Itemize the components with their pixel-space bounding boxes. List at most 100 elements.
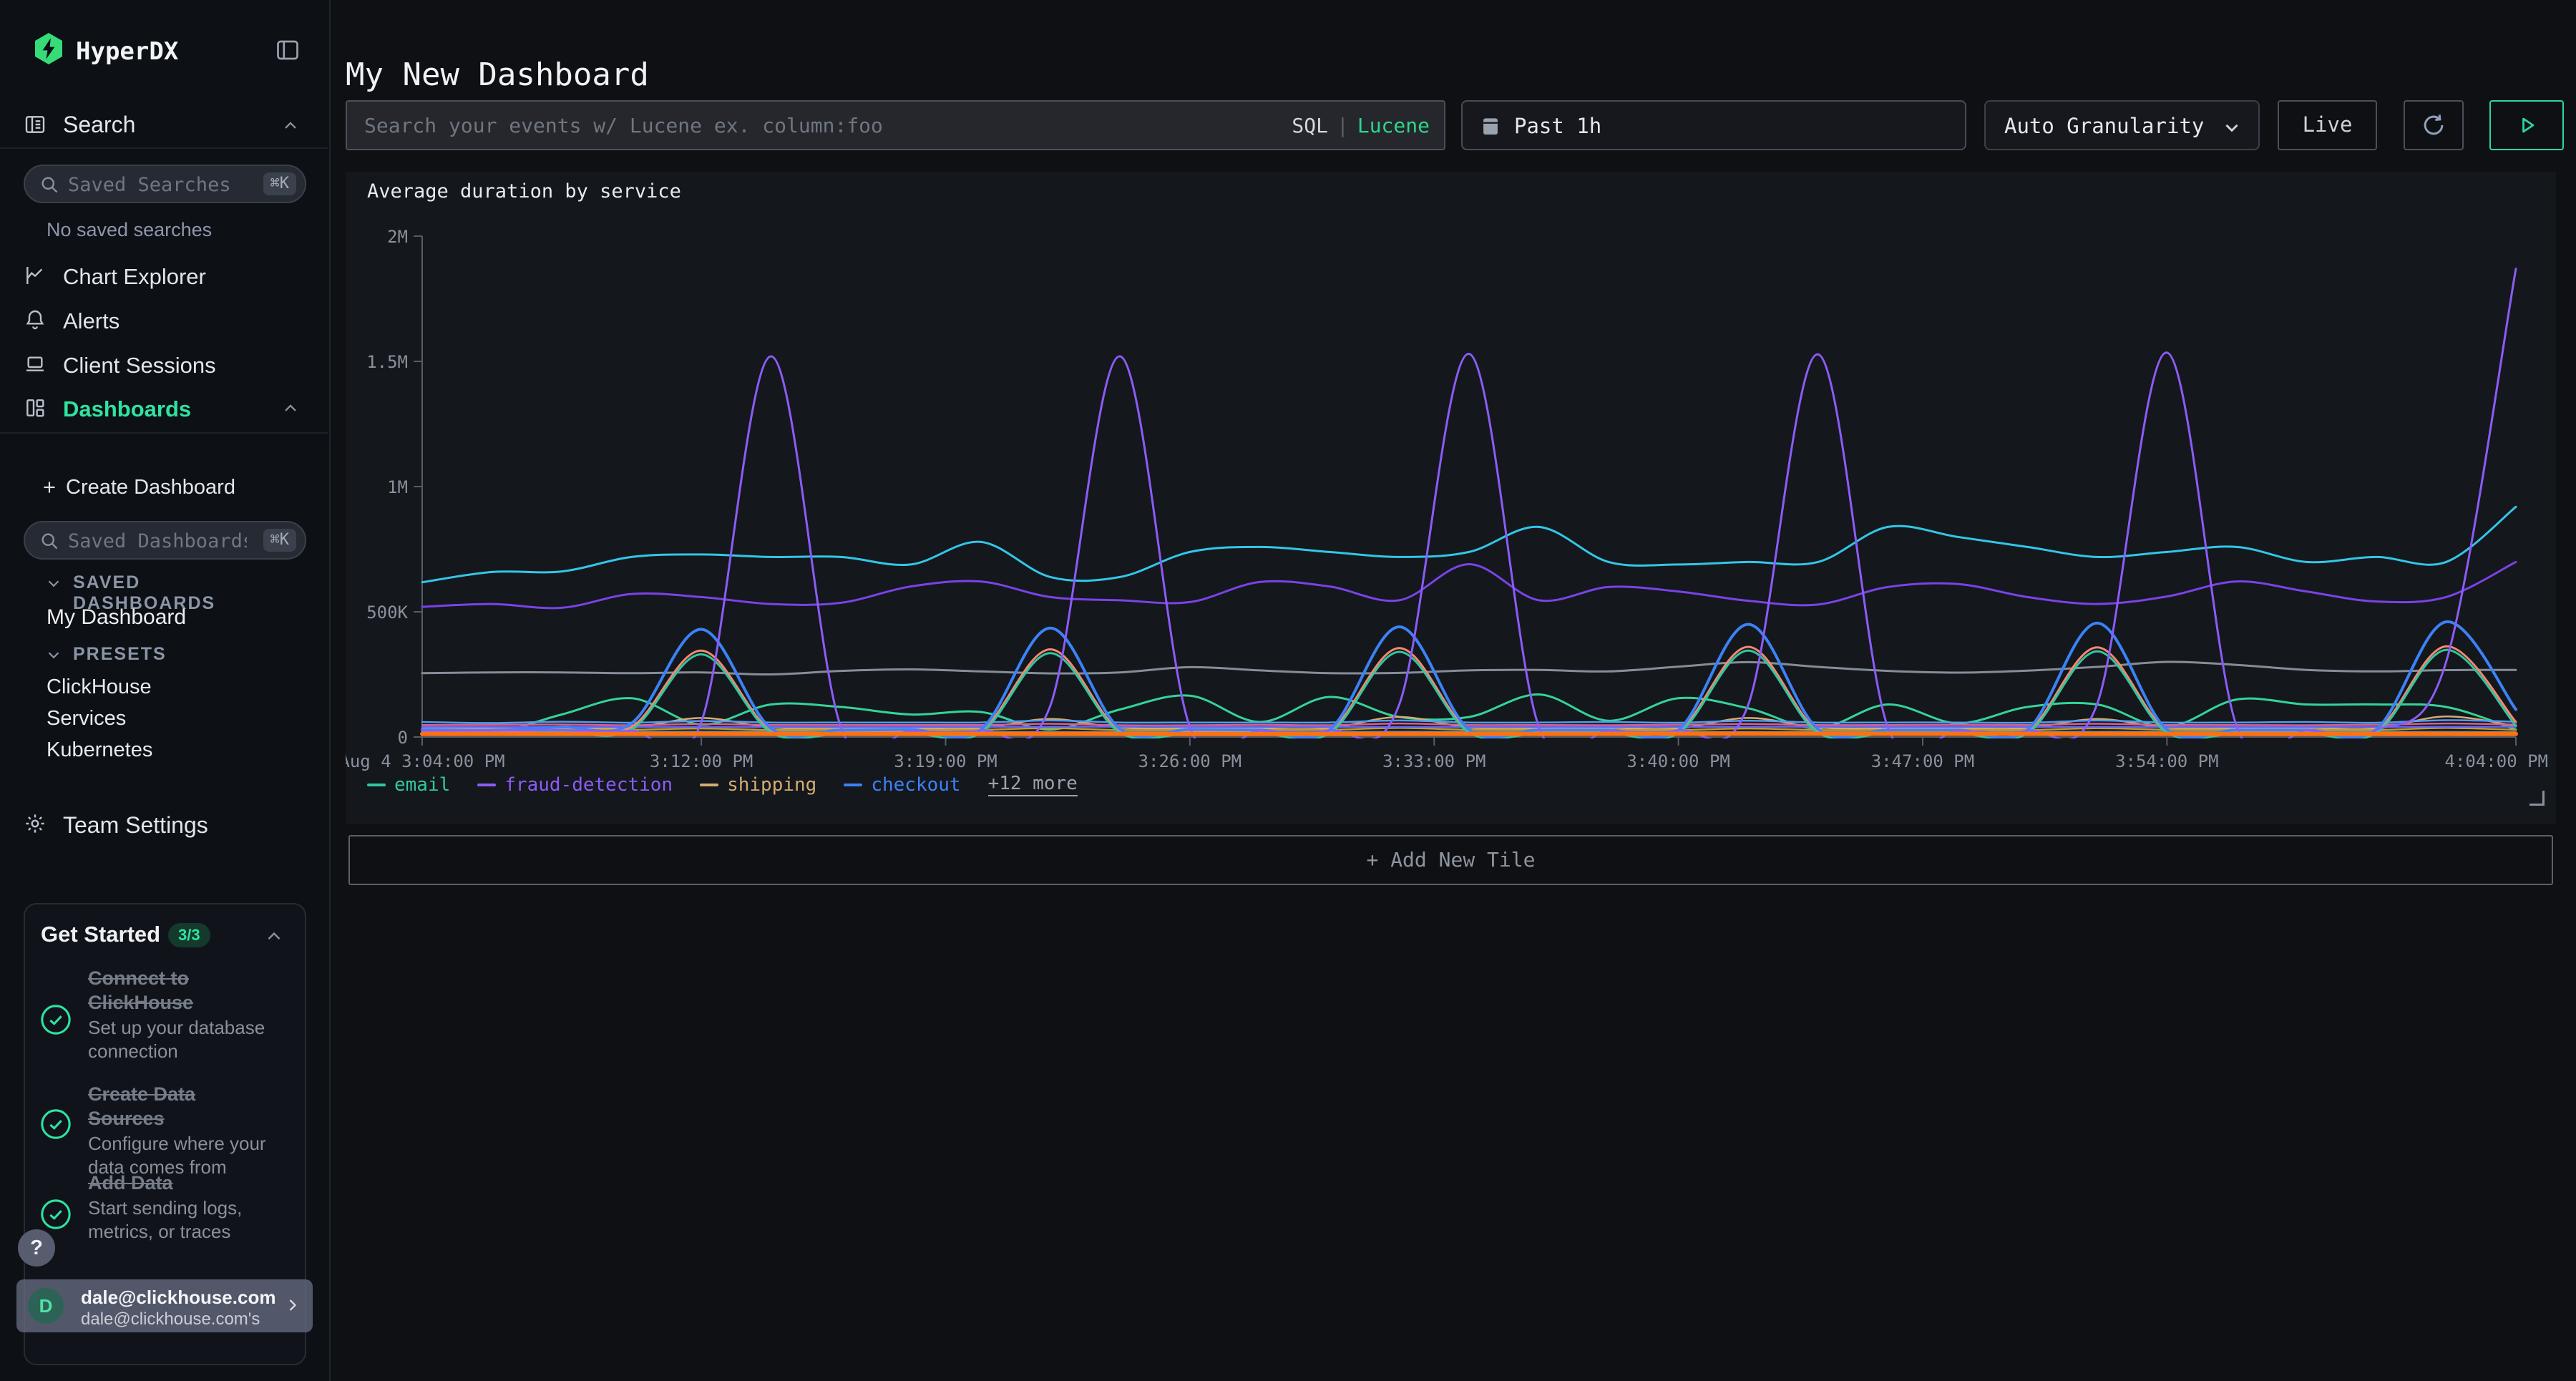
legend-label: fraud-detection <box>504 774 673 796</box>
saved-searches-search[interactable]: ⌘K <box>24 165 306 203</box>
legend-item[interactable]: fraud-detection <box>477 774 673 796</box>
calendar-icon <box>1483 118 1498 135</box>
series-fraud-detection <box>421 268 2517 738</box>
sidebar-item-client-sessions[interactable]: Client Sessions <box>0 343 329 385</box>
check-circle-icon <box>41 1199 71 1229</box>
help-button[interactable]: ? <box>18 1229 55 1267</box>
legend-label: shipping <box>727 774 817 796</box>
dashboard-tile[interactable]: Average duration by service 0 500K 1M 1.5M 2… <box>346 172 2556 824</box>
dashboards-icon <box>26 399 44 417</box>
series-unlabeled-skyblue <box>421 719 2517 724</box>
legend-item[interactable]: shipping <box>700 774 816 796</box>
sidebar-item-services[interactable]: Services <box>47 707 127 730</box>
check-circle-icon <box>41 1005 71 1035</box>
shortcut-badge: ⌘K <box>263 529 296 552</box>
sidebar-item-alerts[interactable]: Alerts <box>0 299 329 341</box>
svg-text:3:40:00 PM: 3:40:00 PM <box>1626 751 1730 771</box>
svg-text:3:19:00 PM: 3:19:00 PM <box>894 751 997 771</box>
step-title: Create Data Sources <box>88 1083 196 1129</box>
saved-dashboards-input[interactable] <box>67 524 248 558</box>
sidebar-item-clickhouse[interactable]: ClickHouse <box>47 675 152 698</box>
time-range-value: Past 1h <box>1514 114 1602 138</box>
sidebar-item-chart-explorer[interactable]: Chart Explorer <box>0 255 329 296</box>
sidebar-item-team-settings[interactable]: Team Settings <box>0 803 329 844</box>
series-unlabeled-gray <box>421 660 2517 676</box>
live-button[interactable]: Live <box>2278 100 2377 150</box>
chart-explorer-icon <box>26 267 43 284</box>
sidebar-item-label: Chart Explorer <box>63 264 206 289</box>
tile-title: Average duration by service <box>367 180 681 202</box>
tile-resize-handle[interactable] <box>2529 790 2545 806</box>
create-dashboard-label: Create Dashboard <box>66 476 235 499</box>
series-checkout <box>421 620 2517 738</box>
legend-swatch <box>844 783 863 786</box>
sidebar: HyperDX Search ⌘K No saved searches Char… <box>0 0 331 1381</box>
granularity-select[interactable]: Auto Granularity <box>1984 100 2260 150</box>
event-search-input[interactable] <box>363 103 1282 147</box>
sidebar-item-label: Alerts <box>63 308 120 333</box>
group-header-label: SAVED DASHBOARDS <box>73 572 216 613</box>
sidebar-section-search[interactable]: Search <box>0 106 329 145</box>
chevron-up-icon[interactable] <box>263 926 285 947</box>
svg-text:3:54:00 PM: 3:54:00 PM <box>2115 751 2219 771</box>
step-title: Connect to ClickHouse <box>88 967 194 1013</box>
step-subtitle: Start sending logs, metrics, or traces <box>88 1197 243 1242</box>
search-section-icon <box>25 116 45 133</box>
chevron-down-icon <box>2225 124 2238 132</box>
chevron-up-icon <box>285 404 296 411</box>
lucene-toggle[interactable]: Lucene <box>1357 114 1430 137</box>
sql-toggle[interactable]: SQL <box>1292 114 1328 137</box>
saved-dashboards-search[interactable]: ⌘K <box>24 521 306 560</box>
svg-text:4:04:00 PM: 4:04:00 PM <box>2445 751 2549 771</box>
team-settings-label: Team Settings <box>63 812 208 838</box>
svg-text:Aug 4 3:04:00 PM: Aug 4 3:04:00 PM <box>346 751 505 771</box>
chevron-down-icon <box>48 580 59 587</box>
add-new-tile-button[interactable]: + Add New Tile <box>348 835 2553 885</box>
svg-text:1M: 1M <box>387 477 408 497</box>
series-unlabeled-cyan <box>421 505 2517 584</box>
legend-item[interactable]: checkout <box>844 774 961 796</box>
check-circle-icon <box>41 1109 71 1139</box>
get-started-step-add-data[interactable]: Add Data Start sending logs, metrics, or… <box>39 1171 296 1244</box>
legend-item[interactable]: email <box>367 774 450 796</box>
svg-text:0: 0 <box>398 728 408 748</box>
query-language-toggle: SQL | Lucene <box>1292 114 1430 137</box>
svg-text:500K: 500K <box>366 602 408 623</box>
time-range-picker[interactable]: Past 1h <box>1461 100 1966 150</box>
svg-text:3:12:00 PM: 3:12:00 PM <box>650 751 753 771</box>
chevron-up-icon <box>285 122 296 129</box>
group-header-label: PRESETS <box>73 644 167 664</box>
user-team: dale@clickhouse.com's <box>81 1309 260 1329</box>
sidebar-item-my-dashboard[interactable]: My Dashboard <box>47 605 187 629</box>
search-icon <box>42 177 58 193</box>
run-query-button[interactable] <box>2489 100 2564 150</box>
legend-swatch <box>700 783 719 786</box>
refresh-icon <box>2424 114 2444 135</box>
page-title: My New Dashboard <box>346 57 649 94</box>
sidebar-item-kubernetes[interactable]: Kubernetes <box>47 738 153 761</box>
sidebar-collapse-button[interactable] <box>273 37 302 63</box>
user-menu[interactable]: D dale@clickhouse.com dale@clickhouse.co… <box>16 1279 313 1332</box>
series-unlabeled-pink <box>421 722 2517 726</box>
sidebar-item-dashboards[interactable]: Dashboards <box>0 387 329 429</box>
svg-text:3:26:00 PM: 3:26:00 PM <box>1138 751 1242 771</box>
refresh-button[interactable] <box>2404 100 2464 150</box>
series-unlabeled-purple <box>421 560 2517 610</box>
gear-icon <box>26 814 44 833</box>
svg-text:3:33:00 PM: 3:33:00 PM <box>1382 751 1486 771</box>
granularity-value: Auto Granularity <box>2004 114 2205 138</box>
step-subtitle: Set up your database connection <box>88 1017 265 1062</box>
legend-more-link[interactable]: +12 more <box>987 773 1078 796</box>
legend-label: email <box>394 774 451 796</box>
step-subtitle: Configure where your data comes from <box>88 1133 266 1178</box>
saved-searches-input[interactable] <box>67 167 248 202</box>
get-started-step-connect[interactable]: Connect to ClickHouse Set up your databa… <box>39 966 296 1063</box>
laptop-icon <box>26 356 44 371</box>
create-dashboard-button[interactable]: Create Dashboard <box>0 467 329 508</box>
get-started-step-sources[interactable]: Create Data Sources Configure where your… <box>39 1082 296 1179</box>
divider <box>0 147 328 149</box>
chevron-right-icon <box>289 1299 297 1311</box>
bell-icon <box>26 310 44 330</box>
sidebar-item-label: Client Sessions <box>63 353 216 378</box>
